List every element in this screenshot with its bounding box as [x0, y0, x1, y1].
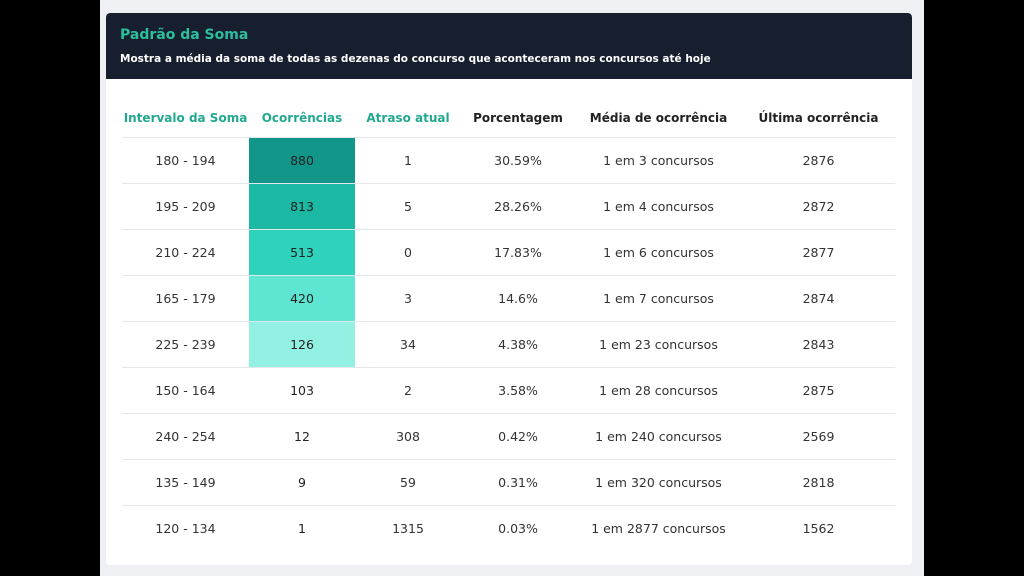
cell-ultima: 1562 — [802, 521, 835, 536]
cell-media: 1 em 240 concursos — [575, 413, 742, 460]
cell-porcentagem: 0.03% — [498, 521, 538, 536]
cell-intervalo: 195 - 209 — [122, 183, 249, 230]
cell-ocorrencias: 103 — [249, 367, 355, 414]
cell-media: 1 em 28 concursos — [575, 367, 742, 414]
cell-ocorrencias: 12 — [249, 413, 355, 460]
sum-pattern-table: Intervalo da Soma Ocorrências Atraso atu… — [122, 98, 895, 551]
cell-intervalo: 180 - 194 — [122, 137, 249, 184]
cell-porcentagem: 17.83% — [461, 229, 575, 276]
table-row: 150 - 164 103 2 3.58% 1 em 28 concursos 2875 — [122, 367, 895, 414]
table-header-row: Intervalo da Soma Ocorrências Atraso atu… — [122, 98, 895, 138]
header-atraso[interactable]: Atraso atual — [355, 98, 461, 138]
cell-ultima: 2874 — [742, 275, 895, 322]
cell-atraso: 3 — [355, 275, 461, 322]
cell-ultima: 2875 — [742, 367, 895, 414]
cell-porcentagem: 28.26% — [461, 183, 575, 230]
cell-media: 1 em 320 concursos — [575, 459, 742, 506]
cell-ocorrencias: 880 — [249, 137, 355, 184]
cell-ultima: 2877 — [742, 229, 895, 276]
cell-intervalo: 210 - 224 — [122, 229, 249, 276]
cell-ultima: 2876 — [742, 137, 895, 184]
cell-ultima: 2872 — [742, 183, 895, 230]
cell-ultima: 2569 — [742, 413, 895, 460]
cell-atraso: 5 — [355, 183, 461, 230]
header-ocorrencias[interactable]: Ocorrências — [249, 98, 355, 138]
table-row: 210 - 224 513 0 17.83% 1 em 6 concursos 2877 — [122, 229, 895, 276]
cell-porcentagem: 14.6% — [461, 275, 575, 322]
table-row: 135 - 149 9 59 0.31% 1 em 320 concursos 2818 — [122, 459, 895, 506]
cell-intervalo: 150 - 164 — [122, 367, 249, 414]
header-intervalo[interactable]: Intervalo da Soma — [122, 98, 249, 138]
table-body: 180 - 194 880 1 30.59% 1 em 3 concursos 2876 1… — [122, 137, 895, 552]
header-porcentagem[interactable]: Porcentagem — [461, 98, 575, 138]
table-row: 195 - 209 813 5 28.26% 1 em 4 concursos 2872 — [122, 183, 895, 230]
cell-porcentagem: 4.38% — [461, 321, 575, 368]
card-subtitle: Mostra a média da soma de todas as dezen… — [120, 53, 711, 65]
cell-media: 1 em 23 concursos — [575, 321, 742, 368]
table-row: 225 - 239 126 34 4.38% 1 em 23 concursos 2843 — [122, 321, 895, 368]
card-header: Padrão da Soma Mostra a média da soma de… — [106, 13, 912, 79]
table-row: 240 - 254 12 308 0.42% 1 em 240 concursos 256… — [122, 413, 895, 460]
cell-ocorrencias: 513 — [249, 229, 355, 276]
cell-intervalo: 225 - 239 — [122, 321, 249, 368]
cell-ocorrencias: 126 — [249, 321, 355, 368]
table-row: 165 - 179 420 3 14.6% 1 em 7 concursos 2874 — [122, 275, 895, 322]
cell-porcentagem: 0.42% — [461, 413, 575, 460]
cell-intervalo: 165 - 179 — [122, 275, 249, 322]
header-media[interactable]: Média de ocorrência — [575, 98, 742, 138]
cell-atraso: 308 — [355, 413, 461, 460]
cell-ocorrencias: 813 — [249, 183, 355, 230]
cell-atraso: 1 — [355, 137, 461, 184]
cell-atraso: 1315 — [392, 521, 424, 536]
cell-ultima: 2818 — [742, 459, 895, 506]
cell-media: 1 em 3 concursos — [575, 137, 742, 184]
cell-ocorrencias: 1 — [298, 521, 306, 536]
cell-ocorrencias: 420 — [249, 275, 355, 322]
cell-intervalo: 135 - 149 — [122, 459, 249, 506]
cell-atraso: 59 — [355, 459, 461, 506]
sum-pattern-card: Padrão da Soma Mostra a média da soma de… — [106, 13, 912, 565]
cell-ultima: 2843 — [742, 321, 895, 368]
cell-ocorrencias: 9 — [249, 459, 355, 506]
table-row: 120 - 134 1 1315 0.03% 1 em 2877 concursos 15… — [122, 506, 895, 552]
cell-media: 1 em 6 concursos — [575, 229, 742, 276]
cell-atraso: 34 — [355, 321, 461, 368]
cell-media: 1 em 7 concursos — [575, 275, 742, 322]
cell-atraso: 0 — [355, 229, 461, 276]
table-row: 180 - 194 880 1 30.59% 1 em 3 concursos 2876 — [122, 137, 895, 184]
page-background: Padrão da Soma Mostra a média da soma de… — [100, 0, 924, 576]
cell-atraso: 2 — [355, 367, 461, 414]
card-title: Padrão da Soma — [120, 27, 249, 43]
cell-intervalo: 240 - 254 — [122, 413, 249, 460]
cell-porcentagem: 30.59% — [461, 137, 575, 184]
cell-media: 1 em 2877 concursos — [591, 521, 726, 536]
cell-porcentagem: 0.31% — [461, 459, 575, 506]
cell-porcentagem: 3.58% — [461, 367, 575, 414]
cell-intervalo: 120 - 134 — [155, 521, 216, 536]
cell-media: 1 em 4 concursos — [575, 183, 742, 230]
header-ultima[interactable]: Última ocorrência — [742, 98, 895, 138]
